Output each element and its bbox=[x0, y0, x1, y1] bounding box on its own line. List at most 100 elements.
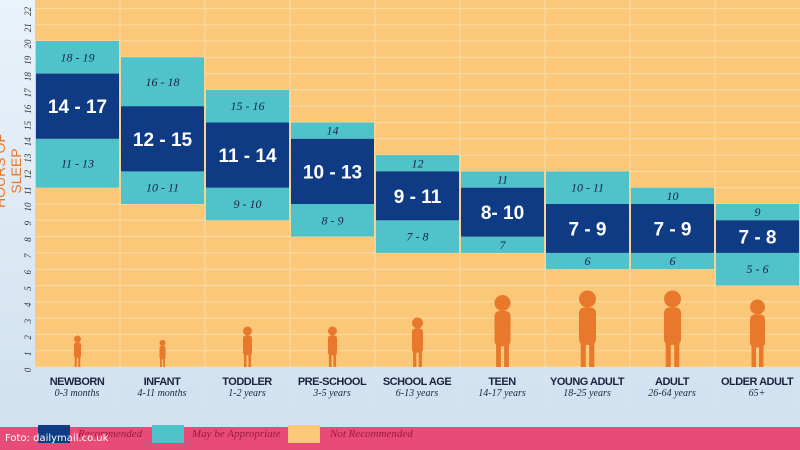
may-be-appropriate-high-band bbox=[206, 89, 289, 123]
recommended-band-label: 10 - 13 bbox=[303, 162, 362, 183]
category-label: YOUNG ADULT 18-25 years bbox=[545, 376, 630, 410]
person-silhouette-icon bbox=[750, 299, 765, 367]
category-label: PRE-SCHOOL 3-5 years bbox=[290, 376, 375, 410]
y-tick-label: 13 bbox=[23, 153, 33, 163]
may-be-appropriate-low-band bbox=[716, 252, 799, 286]
person-silhouette-icon bbox=[328, 326, 337, 367]
may-be-appropriate-low-band bbox=[546, 252, 629, 270]
may-be-appropriate-high-band-label: 10 bbox=[667, 189, 679, 203]
category-name: TEEN bbox=[488, 376, 516, 388]
may-be-appropriate-high-band-label: 15 - 16 bbox=[231, 99, 265, 113]
category-label: ADULT 26-64 years bbox=[630, 376, 715, 410]
y-tick-label: 6 bbox=[23, 269, 33, 274]
y-tick-label: 10 bbox=[23, 202, 33, 212]
recommended-band-label: 7 - 9 bbox=[653, 219, 691, 240]
may-be-appropriate-high-band-label: 14 bbox=[327, 124, 339, 138]
y-tick-label: 21 bbox=[23, 23, 33, 32]
may-be-appropriate-high-band bbox=[461, 171, 544, 188]
y-tick-label: 9 bbox=[23, 221, 33, 226]
category-name: NEWBORN bbox=[49, 376, 105, 388]
may-be-appropriate-low-band-label: 11 - 13 bbox=[61, 156, 94, 170]
category-label: SCHOOL AGE 6-13 years bbox=[375, 376, 460, 410]
recommended-band bbox=[716, 220, 799, 253]
person-silhouette-icon bbox=[74, 335, 81, 367]
recommended-band-label: 9 - 11 bbox=[394, 187, 442, 208]
may-be-appropriate-low-band bbox=[291, 204, 374, 237]
may-be-appropriate-high-band bbox=[546, 171, 629, 204]
legend-label-not-recommended: Not Recommended bbox=[330, 428, 413, 440]
legend-swatch-not-recommended bbox=[288, 425, 320, 443]
may-be-appropriate-high-band-label: 12 bbox=[412, 156, 424, 170]
y-tick-label: 8 bbox=[23, 237, 33, 242]
may-be-appropriate-high-band-label: 18 - 19 bbox=[61, 50, 95, 64]
may-be-appropriate-low-band-label: 6 bbox=[585, 254, 591, 268]
recommended-band bbox=[461, 187, 544, 237]
may-be-appropriate-high-band-label: 11 bbox=[497, 173, 508, 187]
y-tick-label: 3 bbox=[23, 318, 33, 324]
recommended-band bbox=[121, 106, 204, 172]
may-be-appropriate-high-band bbox=[631, 187, 714, 204]
may-be-appropriate-low-band bbox=[376, 220, 459, 253]
y-tick-label: 11 bbox=[23, 187, 33, 195]
category-label: TEEN 14-17 years bbox=[460, 376, 545, 410]
category-age: 26-64 years bbox=[648, 388, 696, 399]
y-tick-label: 1 bbox=[23, 351, 33, 356]
y-tick-label: 18 bbox=[23, 72, 33, 82]
may-be-appropriate-high-band-label: 9 bbox=[755, 205, 761, 219]
y-axis-label: HOURS OF SLEEP bbox=[0, 134, 24, 208]
legend-swatch-may-be-appropriate bbox=[152, 425, 184, 443]
may-be-appropriate-high-band-label: 10 - 11 bbox=[571, 181, 604, 195]
person-silhouette-icon bbox=[159, 340, 166, 367]
may-be-appropriate-high-band bbox=[121, 57, 204, 107]
category-label: TODDLER 1-2 years bbox=[205, 376, 290, 410]
category-label: NEWBORN 0-3 months bbox=[35, 376, 120, 410]
recommended-band bbox=[546, 204, 629, 253]
category-name: TODDLER bbox=[222, 376, 272, 388]
category-age: 3-5 years bbox=[313, 388, 351, 399]
y-tick-label: 0 bbox=[23, 367, 33, 372]
y-tick-label: 19 bbox=[23, 55, 33, 65]
recommended-band bbox=[376, 171, 459, 221]
y-tick-label: 22 bbox=[23, 6, 33, 16]
may-be-appropriate-low-band-label: 9 - 10 bbox=[234, 197, 262, 211]
recommended-band bbox=[631, 204, 714, 253]
may-be-appropriate-low-band bbox=[121, 171, 204, 204]
recommended-band-label: 7 - 9 bbox=[568, 219, 606, 240]
photo-credit: Foto: dailymail.co.uk bbox=[5, 433, 109, 444]
y-tick-label: 12 bbox=[23, 169, 33, 179]
y-tick-label: 5 bbox=[23, 286, 33, 291]
category-label: INFANT 4-11 months bbox=[120, 376, 205, 410]
may-be-appropriate-low-band-label: 7 - 8 bbox=[407, 230, 429, 244]
recommended-band-label: 12 - 15 bbox=[133, 130, 193, 151]
recommended-band-label: 8- 10 bbox=[481, 203, 524, 224]
category-name: YOUNG ADULT bbox=[550, 376, 624, 388]
person-silhouette-icon bbox=[664, 290, 681, 367]
y-tick-label: 16 bbox=[23, 104, 33, 114]
may-be-appropriate-low-band-label: 10 - 11 bbox=[146, 181, 179, 195]
y-tick-label: 7 bbox=[23, 253, 33, 258]
may-be-appropriate-low-band-label: 6 bbox=[670, 254, 676, 268]
y-tick-label: 14 bbox=[23, 137, 33, 147]
y-tick-label: 20 bbox=[23, 39, 33, 49]
recommended-band-label: 11 - 14 bbox=[218, 146, 277, 167]
person-silhouette-icon bbox=[579, 290, 596, 367]
y-tick-label: 2 bbox=[23, 335, 33, 340]
may-be-appropriate-low-band bbox=[461, 236, 544, 253]
footer-bar bbox=[0, 427, 800, 450]
legend-swatch-recommended bbox=[38, 425, 70, 443]
category-age: 14-17 years bbox=[478, 388, 526, 399]
may-be-appropriate-low-band-label: 5 - 6 bbox=[747, 262, 769, 276]
may-be-appropriate-high-band bbox=[376, 155, 459, 172]
recommended-band bbox=[291, 138, 374, 204]
person-silhouette-icon bbox=[412, 317, 423, 367]
category-name: SCHOOL AGE bbox=[382, 376, 452, 388]
may-be-appropriate-low-band-label: 7 bbox=[500, 238, 507, 252]
y-tick-label: 17 bbox=[23, 88, 33, 98]
category-name: ADULT bbox=[655, 376, 689, 388]
category-age: 65+ bbox=[748, 388, 766, 399]
category-age: 18-25 years bbox=[563, 388, 611, 399]
category-age: 4-11 months bbox=[137, 388, 187, 399]
may-be-appropriate-low-band-label: 8 - 9 bbox=[322, 213, 344, 227]
may-be-appropriate-high-band bbox=[716, 204, 799, 221]
category-age: 6-13 years bbox=[395, 388, 439, 399]
